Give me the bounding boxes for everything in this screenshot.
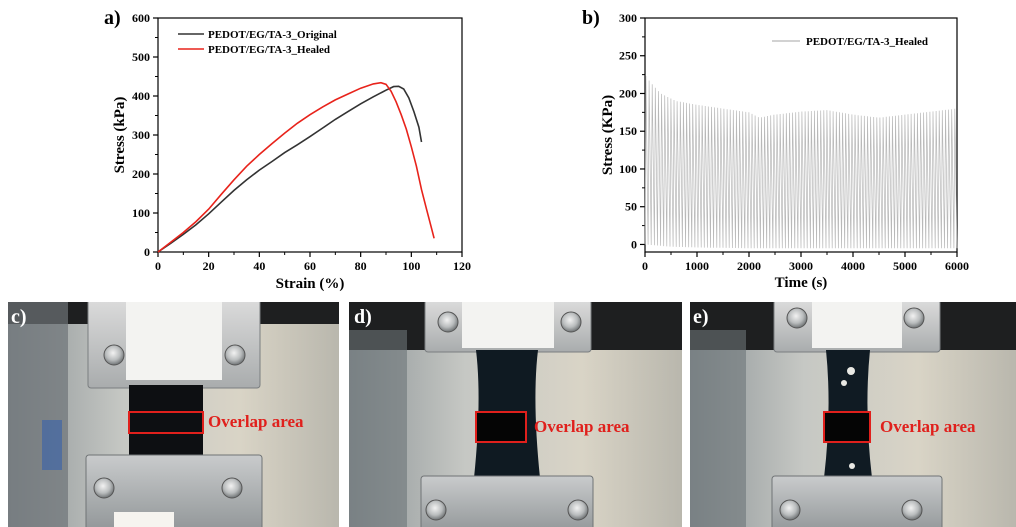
overlap-area-box — [475, 411, 527, 443]
panel-b-y-tick-label: 100 — [619, 162, 637, 176]
legend-entry: PEDOT/EG/TA-3_Healed — [806, 36, 928, 48]
film-hole — [849, 463, 855, 469]
panel-a-x-tick-label: 100 — [402, 259, 420, 273]
series-line-healed-cyclic — [644, 75, 958, 249]
screw-icon — [901, 499, 923, 521]
overlap-area-box — [823, 411, 871, 443]
film-sample — [129, 385, 203, 457]
bottom-clamp — [771, 475, 943, 527]
panel-d-label: d) — [354, 306, 372, 328]
machine-column — [349, 330, 407, 527]
panel-a-y-tick-label: 500 — [132, 50, 150, 64]
screw-icon — [93, 477, 115, 499]
panel-b-y-tick-label: 200 — [619, 86, 637, 100]
legend-entry: PEDOT/EG/TA-3_Original — [208, 29, 337, 41]
panel-b-y-tick-label: 150 — [619, 124, 637, 138]
bottom-clamp — [420, 475, 594, 527]
panel-b-label: b) — [582, 7, 600, 29]
legend-entry: PEDOT/EG/TA-3_Healed — [208, 44, 330, 56]
photo-panel-c: Overlap area c) — [8, 302, 339, 527]
panel-a-x-tick-label: 80 — [355, 259, 367, 273]
panel-b-y-tick-label: 0 — [631, 237, 637, 251]
panel-b-x-tick-label: 4000 — [841, 259, 865, 273]
panel-a-x-tick-label: 0 — [155, 259, 161, 273]
overlap-area-label: Overlap area — [208, 412, 304, 431]
film-hole — [841, 380, 847, 386]
panel-b-chart: b) 0 1000 2000 3000 4000 5000 6000 0 50 100 150 200… — [582, 7, 969, 291]
panel-a-y-axis-title: Stress (kPa) — [112, 97, 128, 174]
overlap-area-label: Overlap area — [534, 417, 630, 436]
screw-icon — [103, 344, 125, 366]
screw-icon — [425, 499, 447, 521]
panel-b-x-tick-label: 6000 — [945, 259, 969, 273]
panel-a-legend: PEDOT/EG/TA-3_Original PEDOT/EG/TA-3_Heal… — [178, 29, 337, 56]
panel-a-y-tick-label: 200 — [132, 167, 150, 181]
panel-b-y-tick-label: 50 — [625, 200, 637, 214]
panel-a-series — [157, 81, 435, 253]
bottom-clamp — [85, 454, 263, 527]
overlap-region — [824, 412, 870, 442]
photo-panel-d: Overlap area d) — [349, 302, 682, 527]
tissue-paper — [114, 512, 174, 527]
panel-b-y-tick-label: 300 — [619, 11, 637, 25]
series-line-original — [157, 85, 423, 253]
panel-a-y-tick-label: 0 — [144, 245, 150, 259]
blurred-object — [42, 420, 62, 470]
machine-column — [8, 302, 68, 527]
panel-a-x-tick-label: 120 — [453, 259, 471, 273]
panel-a-x-tick-label: 40 — [253, 259, 265, 273]
panel-a-x-tick-label: 60 — [304, 259, 316, 273]
screw-icon — [779, 499, 801, 521]
panel-b-series — [644, 75, 958, 249]
screw-icon — [437, 311, 459, 333]
panel-a-chart: a) 0 20 40 60 80 100 120 0 100 200 300 400 500 600 PE… — [104, 7, 471, 292]
overlap-area-label: Overlap area — [880, 417, 976, 436]
panel-b-x-tick-label: 0 — [642, 259, 648, 273]
photo-panel-e: Overlap area e) — [690, 302, 1016, 527]
panel-b-y-axis-title: Stress (KPa) — [600, 95, 616, 175]
panel-b-y-tick-label: 250 — [619, 49, 637, 63]
panel-b-x-tick-label: 3000 — [789, 259, 813, 273]
panel-c-label: c) — [11, 306, 27, 328]
machine-column — [690, 330, 746, 527]
panel-b-x-tick-label: 1000 — [685, 259, 709, 273]
panel-b-x-tick-label: 5000 — [893, 259, 917, 273]
series-line-healed — [157, 81, 435, 253]
film-hole — [847, 367, 855, 375]
screw-icon — [903, 307, 925, 329]
panel-e-label: e) — [693, 306, 709, 328]
screw-icon — [567, 499, 589, 521]
panel-b-axes: 0 1000 2000 3000 4000 5000 6000 0 50 100 150 200 250… — [619, 11, 969, 273]
panel-a-axes: 0 20 40 60 80 100 120 0 100 200 300 400 500 600 — [132, 11, 471, 273]
top-clamp-face — [126, 302, 222, 380]
screw-icon — [224, 344, 246, 366]
panel-a-y-tick-label: 300 — [132, 128, 150, 142]
panel-a-label: a) — [104, 7, 121, 29]
panel-b-legend: PEDOT/EG/TA-3_Healed — [772, 36, 928, 48]
overlap-region — [476, 412, 526, 442]
panel-a-y-tick-label: 400 — [132, 89, 150, 103]
screw-icon — [221, 477, 243, 499]
top-clamp-face — [812, 302, 902, 348]
panel-a-y-tick-label: 600 — [132, 11, 150, 25]
screw-icon — [560, 311, 582, 333]
screw-icon — [786, 307, 808, 329]
panel-b-x-tick-label: 2000 — [737, 259, 761, 273]
panel-a-x-tick-label: 20 — [203, 259, 215, 273]
top-clamp-face — [462, 302, 554, 348]
overlap-area-box — [128, 411, 204, 434]
panel-a-x-axis-title: Strain (%) — [276, 276, 345, 292]
panel-b-x-axis-title: Time (s) — [775, 275, 828, 291]
panel-a-y-tick-label: 100 — [132, 206, 150, 220]
